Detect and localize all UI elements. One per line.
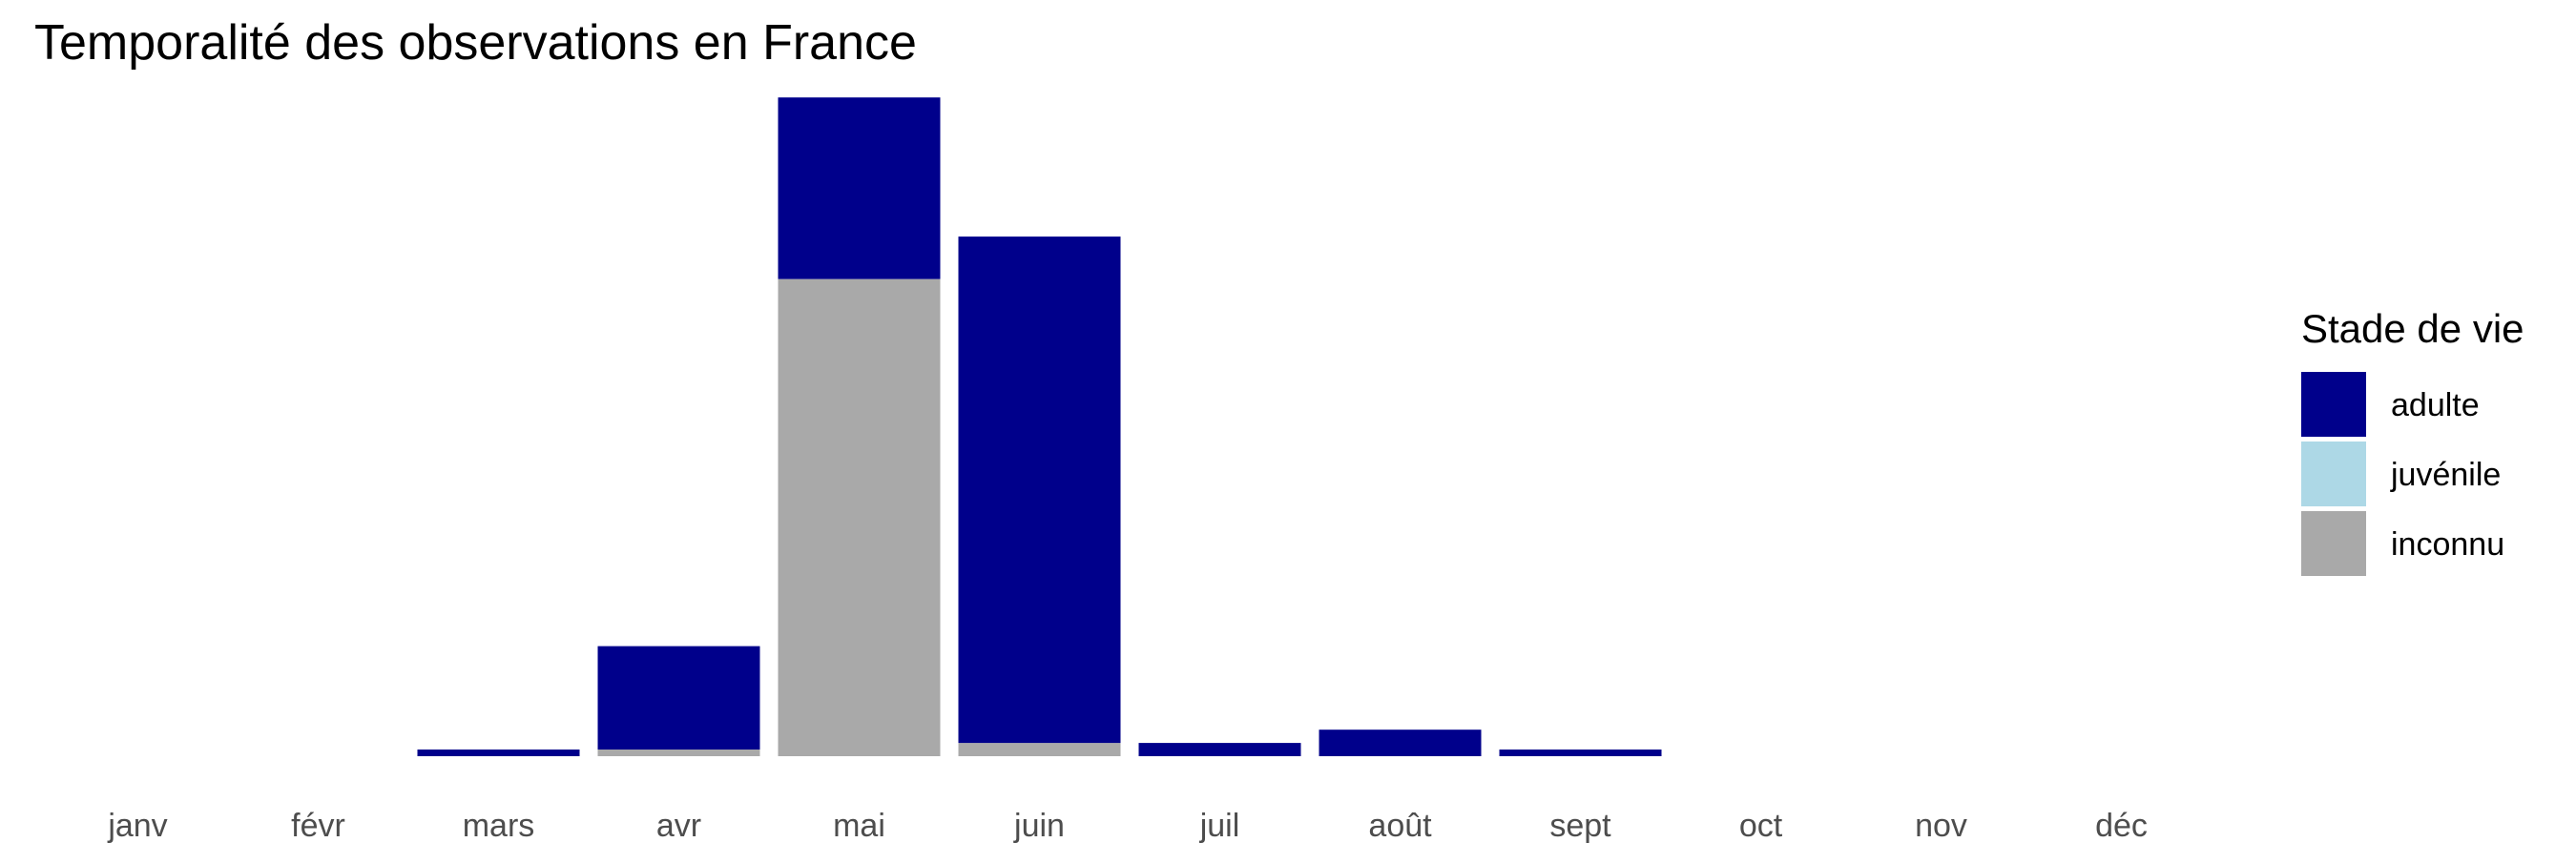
bar-mai-adulte <box>778 97 941 279</box>
legend-key-adulte <box>2301 372 2366 437</box>
x-tick-label-nov: nov <box>1915 808 1967 844</box>
x-tick-label-janv: janv <box>107 808 167 844</box>
x-tick-label-juin: juin <box>1013 808 1065 844</box>
bar-juin-inconnu <box>958 743 1121 756</box>
x-tick-label-fevr: févr <box>291 808 345 844</box>
bar-avr-adulte <box>597 646 760 750</box>
legend-label-inconnu: inconnu <box>2391 526 2504 563</box>
x-axis-ticks: janv févr mars avr mai juin juil août sept oct nov… <box>107 808 2148 844</box>
x-tick-label-sept: sept <box>1549 808 1611 844</box>
bars-layer <box>417 97 1662 756</box>
legend-key-inconnu <box>2301 511 2366 576</box>
x-tick-label-juil: juil <box>1199 808 1240 844</box>
x-tick-label-oct: oct <box>1739 808 1783 844</box>
legend-key-juvenile <box>2301 442 2366 506</box>
legend-label-adulte: adulte <box>2391 387 2480 423</box>
bar-aout-adulte <box>1319 729 1482 756</box>
x-tick-label-mai: mai <box>833 808 885 844</box>
bar-avr-inconnu <box>597 750 760 756</box>
bar-juil-adulte <box>1138 743 1301 756</box>
x-tick-label-mars: mars <box>463 808 535 844</box>
legend-title: Stade de vie <box>2301 306 2524 351</box>
x-tick-label-aout: août <box>1368 808 1432 844</box>
bar-mars-adulte <box>417 750 580 756</box>
legend-label-juvenile: juvénile <box>2390 457 2501 493</box>
bar-juin-adulte <box>958 236 1121 744</box>
bar-sept-adulte <box>1499 750 1662 756</box>
bar-mai-inconnu <box>778 278 941 756</box>
x-tick-label-avr: avr <box>656 808 701 844</box>
x-tick-label-dec: déc <box>2095 808 2148 844</box>
legend: Stade de vie adulte juvénile inconnu <box>2301 306 2524 576</box>
chart-title: Temporalité des observations en France <box>34 15 917 71</box>
